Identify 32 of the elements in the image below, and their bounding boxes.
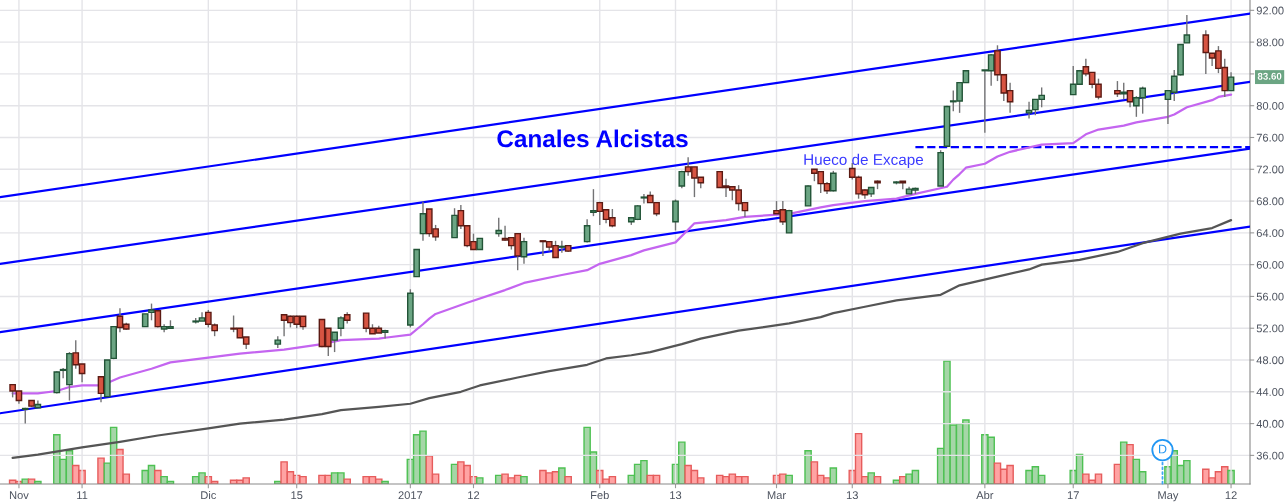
x-tick-label: May [1158, 491, 1179, 502]
x-tick-label: 15 [291, 491, 303, 500]
y-tick-label: 72.00 [1256, 165, 1284, 174]
y-tick-label: 52.00 [1256, 324, 1284, 333]
x-tick-label: Nov [9, 491, 29, 500]
y-tick-label: 60.00 [1256, 260, 1284, 269]
x-tick-label: Abr [976, 490, 994, 500]
y-tick-label: 80.00 [1256, 101, 1284, 110]
y-tick-label: 68.00 [1256, 197, 1284, 206]
y-tick-label: 56.00 [1256, 292, 1284, 301]
x-tick-label: 13 [846, 491, 858, 500]
x-tick-label: 17 [1067, 491, 1079, 499]
annotation: D [1159, 444, 1167, 454]
annotation: Hueco de Excape [804, 153, 924, 169]
x-tick-label: 13 [670, 491, 682, 500]
y-tick-label: 92.00 [1256, 6, 1284, 15]
x-tick-label: Mar [767, 491, 786, 500]
y-tick-label: 88.00 [1256, 38, 1284, 47]
y-tick-label: 44.00 [1256, 388, 1284, 396]
y-tick-label: 64.00 [1256, 229, 1284, 237]
y-tick-label: 76.00 [1256, 133, 1284, 142]
x-tick-label: 12 [1225, 491, 1237, 499]
x-tick-label: Feb [591, 490, 609, 500]
x-tick-label: 11 [77, 491, 88, 499]
x-tick-label: Dic [201, 490, 217, 500]
annotation: Canales Alcistas [497, 129, 688, 148]
y-tick-label: 36.00 [1256, 451, 1284, 460]
x-tick-label: 2017 [398, 491, 423, 500]
y-tick-label: 40.00 [1256, 419, 1284, 428]
y-tick-label: 48.00 [1256, 356, 1284, 365]
x-tick-label: 12 [468, 491, 480, 499]
annotation: 83.60 [1257, 72, 1282, 80]
